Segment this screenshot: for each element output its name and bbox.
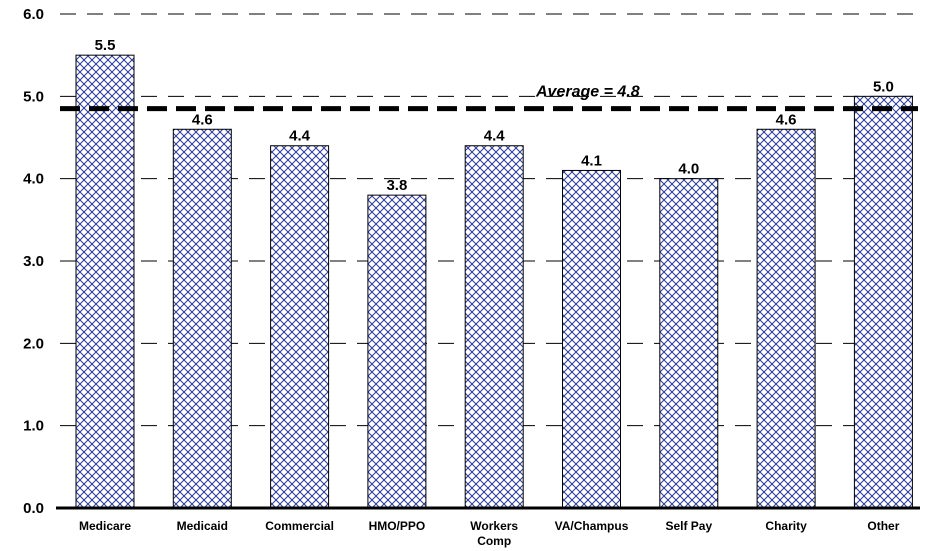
category-label: Charity	[765, 519, 807, 533]
data-label: 4.1	[581, 152, 602, 169]
data-label: 5.0	[873, 78, 894, 95]
category-label: VA/Champus	[555, 519, 629, 533]
y-tick-label: 0.0	[23, 500, 44, 517]
y-tick-label: 1.0	[23, 418, 44, 435]
category-label: Workers Comp	[470, 519, 518, 548]
data-label: 4.4	[289, 128, 311, 145]
y-tick-label: 3.0	[23, 253, 44, 270]
bar	[853, 95, 913, 509]
bar	[756, 128, 816, 509]
category-label: Other	[867, 519, 899, 533]
category-label: Medicare	[79, 519, 131, 533]
bar	[270, 145, 330, 509]
y-tick-label: 4.0	[23, 171, 44, 188]
data-label: 3.8	[386, 177, 407, 194]
bar	[367, 194, 427, 509]
bar	[75, 54, 135, 509]
category-label: HMO/PPO	[369, 519, 426, 533]
average-line-group: Average = 4.8	[60, 84, 918, 112]
y-tick-label: 2.0	[23, 335, 44, 352]
axes: 0.0 1.0 2.0 3.0 4.0 5.0 6.0 Medicare Medicaid Com…	[23, 6, 920, 548]
bar	[172, 128, 232, 509]
bar	[562, 169, 621, 509]
average-label: Average = 4.8	[535, 84, 640, 101]
bar	[464, 145, 524, 509]
data-label: 4.6	[776, 111, 797, 128]
y-tick-label: 6.0	[23, 6, 44, 23]
data-label: 4.4	[484, 128, 506, 145]
bar	[659, 178, 719, 509]
category-label: Medicaid	[177, 519, 228, 533]
data-label: 5.5	[95, 37, 116, 54]
category-label: Commercial	[265, 519, 334, 533]
data-label: 4.0	[678, 161, 699, 178]
category-label: Self Pay	[665, 519, 712, 533]
data-label: 4.6	[192, 111, 213, 128]
y-tick-label: 5.0	[23, 88, 44, 105]
bars: 5.5 4.6 4.4 3.8 4.4 4.1 4.0 4.6 5.0	[75, 37, 913, 509]
